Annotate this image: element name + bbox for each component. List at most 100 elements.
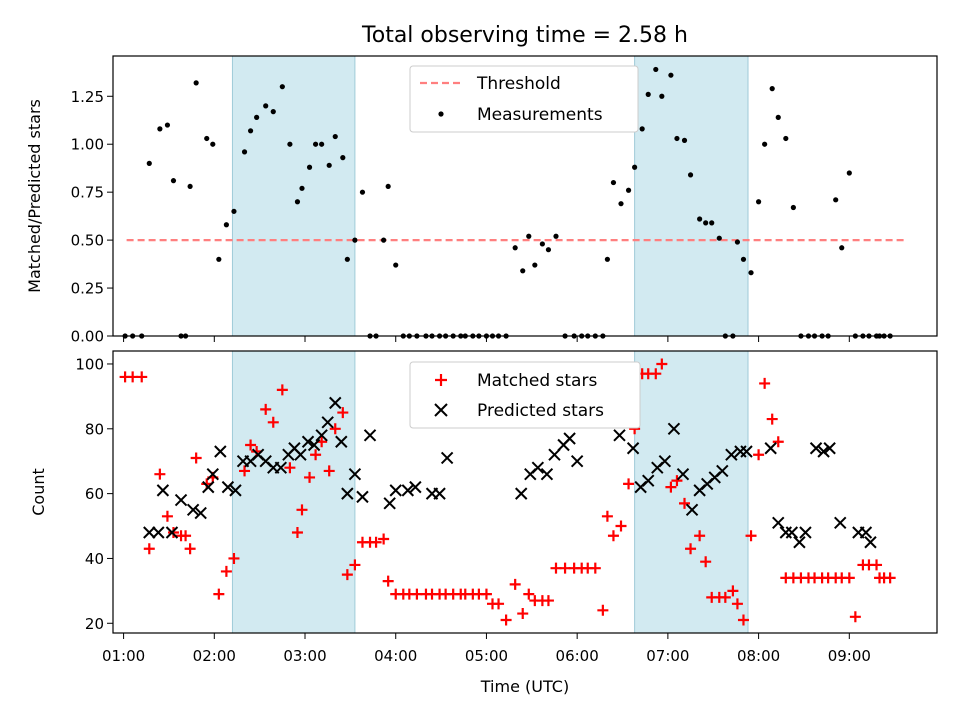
- measurement-point: [170, 178, 177, 184]
- matched-star-point: [213, 588, 225, 600]
- matched-star-point: [136, 371, 148, 383]
- predicted-star-point: [809, 442, 823, 455]
- measurement-point: [270, 109, 276, 115]
- matched-legend-swatch: [435, 374, 447, 386]
- predicted-star-point: [626, 442, 640, 455]
- predicted-star-point: [793, 536, 806, 549]
- matched-star-point: [509, 578, 521, 590]
- bottom-panel: 20 40 60 80 100 01:00 02:00 03:00 04:00 05:00 06:…: [29, 350, 938, 696]
- measurement-point: [352, 237, 358, 243]
- bottom-y-tick-label: 20: [85, 615, 104, 633]
- chart-title: Total observing time = 2.58 h: [361, 23, 688, 48]
- measurement-point: [775, 114, 781, 120]
- matched-star-point: [694, 530, 706, 542]
- matched-star-point: [296, 504, 308, 516]
- bottom-y-tick-label: 100: [75, 355, 104, 373]
- top-y-tick-label: 1.00: [71, 136, 104, 154]
- top-y-tick-label: 0.25: [71, 280, 104, 298]
- measurement-point: [340, 155, 346, 161]
- measurement-point: [157, 126, 163, 132]
- top-y-tick-label: 0.00: [71, 328, 104, 346]
- measurement-point: [223, 222, 229, 228]
- matched-star-point: [500, 614, 512, 626]
- matched-star-point: [184, 543, 196, 555]
- top-panel: 0.00 0.25 0.50 0.75 1.00 1.25 Matched/Predict…: [25, 55, 938, 346]
- matched-star-point: [589, 562, 601, 574]
- matched-star-point: [493, 598, 505, 610]
- matched-star-point: [679, 497, 691, 509]
- matched-star-point: [772, 436, 784, 448]
- measurement-point: [545, 247, 552, 253]
- bottom-legend-box: [409, 361, 641, 429]
- matched-star-point: [745, 530, 757, 542]
- measurement-point: [312, 141, 319, 147]
- measurement-point: [709, 220, 715, 226]
- bottom-x-ticks: 01:00 02:00 03:00 04:00 05:00 06:00 07:00 08:00…: [102, 633, 871, 665]
- x-tick-label: 09:00: [828, 647, 871, 665]
- predicted-star-point: [864, 536, 877, 549]
- measurement-point: [294, 199, 301, 205]
- matched-star-point: [220, 565, 232, 577]
- measurement-point: [610, 179, 617, 186]
- matched-star-point: [607, 530, 619, 542]
- measurement-point: [604, 256, 611, 262]
- matched-star-point: [766, 413, 778, 425]
- predicted-star-point: [229, 484, 242, 497]
- matched-star-point: [245, 439, 257, 451]
- x-axis-label: Time (UTC): [480, 677, 569, 696]
- matched-star-point: [753, 449, 765, 461]
- predicted-star-point: [401, 484, 415, 497]
- measurement-point: [164, 122, 171, 128]
- measurement-point: [247, 128, 254, 134]
- x-tick-label: 08:00: [737, 647, 780, 665]
- x-tick-label: 03:00: [283, 647, 326, 665]
- predicted-star-point: [341, 487, 354, 500]
- matched-star-point: [665, 481, 677, 493]
- predicted-star-point: [409, 480, 422, 494]
- measurement-point: [553, 233, 559, 239]
- measurement-point: [216, 256, 222, 262]
- matched-star-point: [700, 556, 712, 568]
- predicted-star-point: [274, 461, 288, 474]
- predicted-star-point: [817, 445, 830, 458]
- measurement-point: [839, 245, 845, 251]
- predicted-star-point: [515, 487, 528, 500]
- top-x-ticks: [123, 336, 850, 342]
- matched-star-point: [727, 585, 739, 597]
- predicted-star-point: [540, 467, 554, 481]
- matched-star-point: [759, 377, 771, 389]
- measurement-point: [359, 189, 366, 195]
- threshold-legend-label: Threshold: [476, 74, 561, 94]
- matched-star-point: [615, 520, 627, 532]
- matched-star-point: [304, 471, 316, 483]
- top-legend-box: [409, 65, 639, 133]
- predicted-star-point: [764, 442, 777, 455]
- predicted-star-point: [143, 526, 156, 539]
- measurement-point: [697, 216, 703, 222]
- top-observing-spans: [231, 55, 749, 337]
- matched-star-point: [161, 510, 173, 522]
- matched-star-point: [190, 452, 202, 464]
- predicted-star-point: [186, 503, 200, 517]
- bottom-y-tick-label: 40: [85, 550, 104, 568]
- matched-star-point: [719, 591, 731, 603]
- top-y-ticks: 0.00 0.25 0.50 0.75 1.00 1.25: [71, 88, 113, 346]
- measurement-point: [381, 237, 387, 243]
- measurement-point: [306, 164, 313, 170]
- measurement-point: [748, 270, 754, 276]
- measurement-point: [681, 137, 688, 143]
- predicted-star-point: [658, 454, 672, 468]
- top-y-tick-label: 0.50: [71, 232, 104, 250]
- matched-star-point: [143, 543, 155, 555]
- predicted-star-point: [823, 442, 836, 455]
- bottom-observing-spans: [231, 350, 749, 634]
- predicted-star-point: [389, 484, 402, 497]
- predicted-star-point: [174, 493, 188, 507]
- measurement-point: [254, 114, 260, 120]
- measurement-point: [299, 185, 305, 191]
- measurement-point: [263, 103, 269, 109]
- measurement-point: [210, 141, 216, 147]
- matched-star-point: [843, 572, 855, 584]
- bottom-legend: Matched stars Predicted stars: [409, 361, 641, 429]
